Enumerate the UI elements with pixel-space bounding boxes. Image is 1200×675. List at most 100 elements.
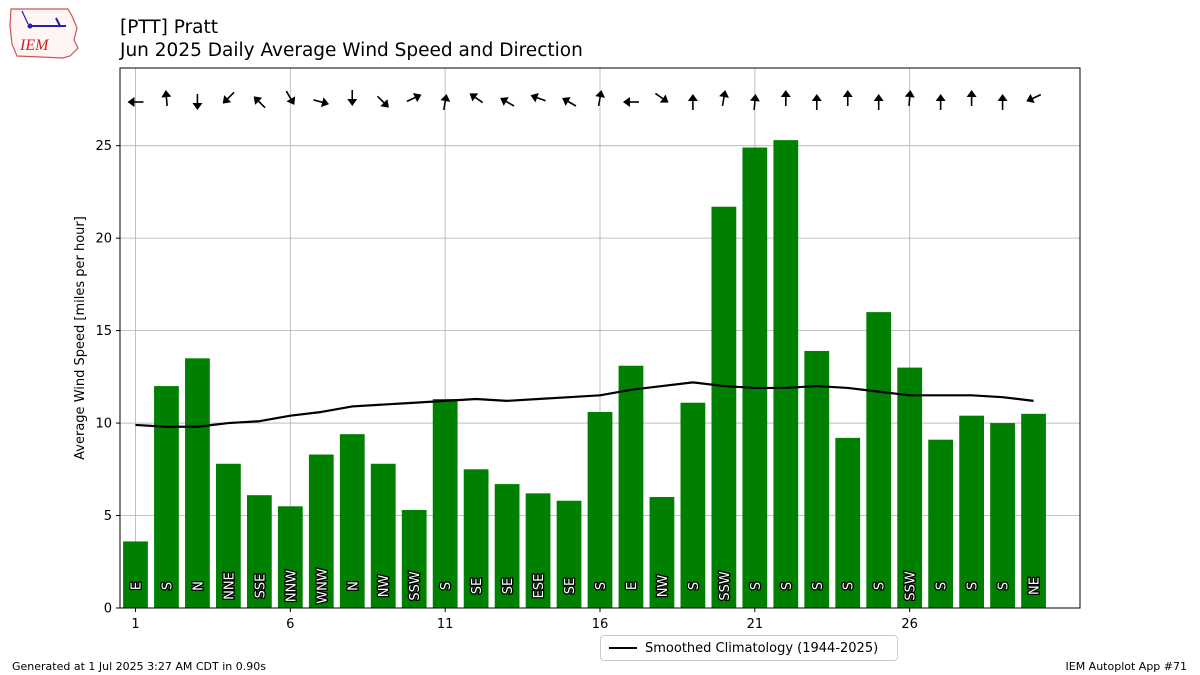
direction-arrow-day-24 — [842, 90, 853, 106]
direction-arrow-day-9 — [377, 95, 389, 108]
direction-arrow-day-10 — [406, 93, 422, 103]
bar-day-29 — [990, 423, 1015, 608]
direction-label-day-25: S — [873, 582, 888, 590]
direction-label-day-21: S — [749, 582, 764, 590]
direction-arrow-day-17 — [622, 97, 639, 107]
direction-arrow-day-22 — [780, 90, 791, 106]
direction-arrow-day-6 — [285, 90, 296, 105]
direction-arrow-day-4 — [222, 91, 235, 104]
y-axis-label: Average Wind Speed [miles per hour] — [73, 216, 88, 460]
direction-label-day-4: NNE — [222, 572, 237, 600]
svg-text:IEM: IEM — [19, 37, 50, 54]
direction-arrow-day-19 — [687, 94, 698, 110]
direction-label-day-26: SSW — [904, 571, 919, 601]
y-tick-label: 25 — [95, 139, 112, 154]
direction-arrow-day-26 — [904, 90, 915, 107]
direction-label-day-20: SSW — [718, 571, 733, 601]
y-tick-label: 15 — [95, 324, 112, 339]
direction-arrow-day-23 — [811, 94, 822, 110]
direction-arrow-day-27 — [935, 94, 946, 110]
direction-label-day-8: N — [346, 581, 361, 591]
direction-label-day-11: S — [439, 582, 454, 590]
direction-label-day-22: S — [780, 582, 795, 590]
bar-day-15 — [556, 500, 582, 608]
bar-day-4 — [216, 463, 241, 608]
direction-arrow-day-2 — [161, 90, 172, 107]
bar-day-11 — [432, 399, 458, 608]
y-tick-label: 20 — [95, 232, 112, 247]
direction-label-day-10: SSW — [408, 571, 423, 601]
bar-day-8 — [339, 434, 365, 608]
bar-day-16 — [587, 411, 613, 608]
bar-day-10 — [401, 509, 427, 608]
direction-arrow-day-28 — [966, 90, 977, 106]
chart-title-period: Jun 2025 Daily Average Wind Speed and Di… — [120, 40, 583, 61]
legend-line-swatch — [609, 647, 637, 649]
bar-day-14 — [525, 493, 551, 608]
direction-arrow-day-11 — [440, 94, 451, 111]
direction-label-day-16: S — [594, 582, 609, 590]
direction-arrow-day-14 — [530, 92, 546, 103]
x-tick-label: 16 — [592, 617, 609, 630]
direction-label-day-5: SSE — [253, 574, 268, 599]
bar-day-24 — [835, 437, 861, 608]
direction-label-day-23: S — [811, 582, 826, 590]
direction-label-day-9: NW — [377, 575, 392, 598]
bar-day-28 — [959, 415, 984, 608]
direction-label-day-30: NE — [1028, 577, 1043, 595]
bar-day-30 — [1021, 413, 1046, 608]
bar-day-9 — [370, 463, 396, 608]
direction-label-day-24: S — [842, 582, 857, 590]
direction-label-day-17: E — [625, 582, 640, 590]
bar-day-25 — [866, 312, 892, 608]
x-tick-label: 1 — [131, 617, 139, 630]
direction-label-day-2: S — [160, 582, 175, 590]
bar-day-3 — [185, 358, 210, 608]
direction-arrow-day-29 — [997, 94, 1008, 110]
x-tick-label: 26 — [901, 617, 918, 630]
climatology-line — [135, 381, 1034, 428]
direction-arrow-day-15 — [562, 97, 577, 107]
direction-arrow-day-20 — [719, 90, 729, 107]
iem-logo: IEM — [8, 6, 80, 60]
legend-label: Smoothed Climatology (1944-2025) — [645, 640, 879, 656]
direction-arrow-day-5 — [253, 96, 266, 109]
x-tick-label: 6 — [286, 617, 294, 630]
direction-arrow-day-18 — [654, 92, 669, 103]
direction-label-day-7: WNW — [315, 568, 330, 604]
direction-labels: E S N NNE SSE NNW WNW N NW SSW S SE SE ESE SE S E NW S SSW S… — [128, 567, 1044, 605]
direction-label-day-29: S — [997, 582, 1012, 590]
direction-arrow-day-21 — [749, 94, 760, 111]
app-credit: IEM Autoplot App #71 — [1065, 660, 1188, 673]
legend: Smoothed Climatology (1944-2025) — [600, 635, 898, 661]
direction-arrow-day-1 — [127, 97, 144, 107]
direction-arrow-day-13 — [500, 97, 515, 107]
bar-day-19 — [680, 402, 706, 608]
y-tick-label: 0 — [104, 602, 112, 617]
y-tick-label: 10 — [95, 417, 112, 432]
y-tick-label: 5 — [104, 509, 112, 524]
direction-arrow-day-8 — [347, 90, 358, 106]
direction-arrows — [127, 90, 1042, 111]
bar-day-6 — [277, 506, 303, 608]
direction-label-day-27: S — [935, 582, 950, 590]
bar-day-22 — [773, 140, 799, 608]
bar-day-5 — [246, 495, 272, 608]
wind-speed-chart: E S N NNE SSE NNW WNW N NW SSW S SE SE ESE SE S E NW S SSW S… — [73, 67, 1081, 630]
direction-label-day-18: NW — [656, 575, 671, 598]
bar-day-18 — [649, 497, 675, 608]
climatology-series-line — [135, 381, 1034, 428]
bar-day-2 — [154, 386, 179, 608]
direction-label-day-13: SE — [501, 578, 516, 594]
bar-day-17 — [618, 365, 644, 608]
direction-label-day-6: NNW — [284, 570, 299, 602]
bar-day-7 — [308, 454, 334, 608]
direction-arrow-day-30 — [1026, 93, 1042, 103]
direction-arrow-day-25 — [873, 94, 884, 110]
bar-day-21 — [742, 147, 768, 608]
bar-day-13 — [494, 484, 520, 608]
direction-label-day-28: S — [966, 582, 981, 590]
direction-arrow-day-3 — [192, 94, 203, 110]
bar-day-12 — [463, 469, 489, 608]
